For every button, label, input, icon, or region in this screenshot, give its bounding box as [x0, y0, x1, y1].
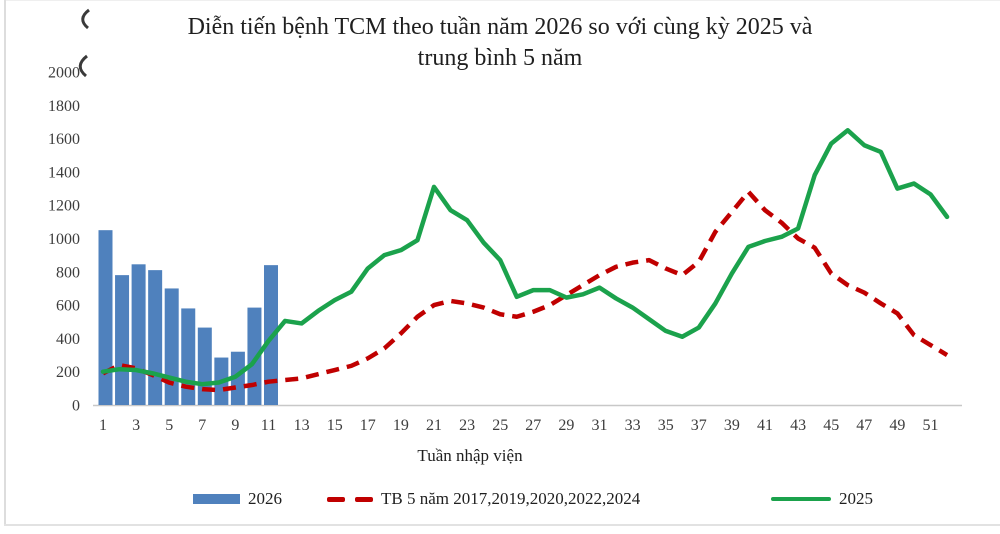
- x-axis-tick-label: 3: [132, 417, 140, 434]
- x-axis-title: Tuần nhập viện: [417, 446, 523, 465]
- legend-line-swatch-icon: [771, 497, 831, 501]
- bar-2026-week-3: [131, 264, 146, 405]
- chart-title-line-1: Diễn tiến bệnh TCM theo tuần năm 2026 so…: [187, 14, 813, 40]
- x-axis-tick-label: 43: [790, 417, 806, 434]
- x-axis-tick-label: 41: [757, 417, 773, 434]
- page-border-bottom: [4, 524, 1000, 526]
- bar-2026-week-1: [98, 230, 113, 405]
- y-axis-tick-label: 200: [56, 364, 80, 381]
- line-2025: [100, 128, 950, 387]
- y-axis-tick-label: 800: [56, 264, 80, 281]
- bar-2026-week-9: [230, 351, 245, 405]
- bar-2026-week-10: [247, 307, 262, 405]
- legend-dash-segment: [355, 496, 373, 502]
- x-axis-tick-label: 9: [231, 417, 239, 434]
- page-border-left: [4, 0, 6, 526]
- x-axis-tick-label: 27: [525, 417, 541, 434]
- x-axis-tick-label: 21: [426, 417, 442, 434]
- x-axis-tick-label: 33: [625, 417, 641, 434]
- x-axis-tick-label: 5: [165, 417, 173, 434]
- y-axis-tick-label: 600: [56, 298, 80, 315]
- chart-title-line-2: trung bình 5 năm: [417, 45, 583, 71]
- y-axis-tick-label: 1000: [48, 231, 80, 248]
- x-axis-tick-label: 11: [261, 417, 276, 434]
- crop-artifact-mark-2: [78, 54, 88, 78]
- x-axis-tick-label: 47: [856, 417, 872, 434]
- page-border-top: [4, 0, 1000, 1]
- legend-item-tb5nam: TB 5 năm 2017,2019,2020,2022,2024: [327, 487, 640, 511]
- y-axis-tick-label: 1800: [48, 98, 80, 115]
- legend-label-2025: 2025: [839, 489, 873, 508]
- legend-dashed-line-swatch-icon: [327, 496, 373, 502]
- y-axis-tick-label: 1400: [48, 164, 80, 181]
- x-axis-tick-label: 23: [459, 417, 475, 434]
- x-axis-tick-label: 37: [691, 417, 707, 434]
- x-axis-tick-label: 19: [393, 417, 409, 434]
- y-axis-tick-label: 1600: [48, 131, 80, 148]
- x-axis-tick-label: 29: [558, 417, 574, 434]
- x-axis-tick-label: 25: [492, 417, 508, 434]
- x-axis-tick-label: 17: [360, 417, 376, 434]
- y-axis-tick-label: 400: [56, 331, 80, 348]
- crop-artifact-mark-1: [81, 8, 90, 30]
- legend-item-2025: 2025: [771, 487, 873, 511]
- legend-dash-segment: [327, 496, 345, 502]
- y-axis-tick-label: 2000: [48, 65, 80, 82]
- x-axis-tick-label: 1: [99, 417, 107, 434]
- legend-bar-swatch-icon: [193, 494, 240, 504]
- bar-2026-week-2: [115, 275, 130, 405]
- x-axis-tick-label: 45: [823, 417, 839, 434]
- y-axis-tick-label: 0: [72, 398, 80, 415]
- legend-label-tb5nam: TB 5 năm 2017,2019,2020,2022,2024: [381, 489, 641, 508]
- x-axis-tick-label: 13: [294, 417, 310, 434]
- bar-2026-week-7: [197, 327, 212, 405]
- y-axis-tick-label: 1200: [48, 198, 80, 215]
- legend-item-2026: 2026: [193, 487, 282, 511]
- bar-2026-week-5: [164, 288, 179, 405]
- chart-title: Diễn tiến bệnh TCM theo tuần năm 2026 so…: [90, 12, 910, 74]
- legend-label-2026: 2026: [248, 489, 282, 508]
- bar-2026-week-4: [148, 270, 163, 405]
- x-axis-tick-label: 35: [658, 417, 674, 434]
- x-axis-tick-label: 7: [198, 417, 206, 434]
- line-tb5nam: [101, 189, 949, 393]
- x-axis-tick-label: 31: [592, 417, 608, 434]
- x-axis-tick-label: 15: [327, 417, 343, 434]
- bar-2026-week-6: [181, 308, 196, 405]
- x-axis-tick-label: 39: [724, 417, 740, 434]
- x-axis-tick-label: 51: [923, 417, 939, 434]
- x-axis-tick-label: 49: [889, 417, 905, 434]
